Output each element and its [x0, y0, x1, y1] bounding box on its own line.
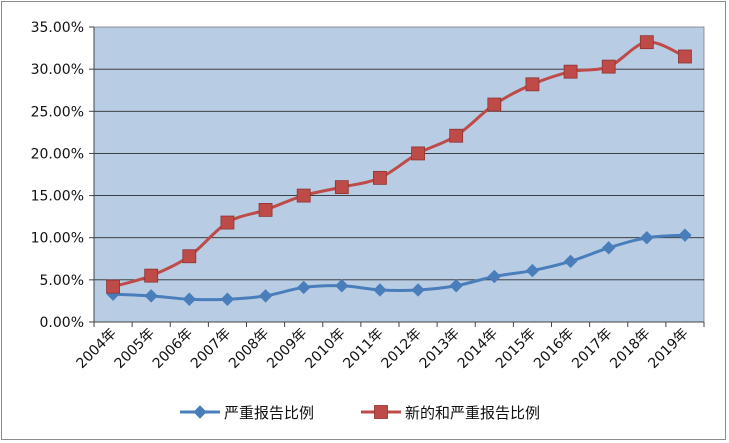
- data-point: [487, 97, 502, 112]
- data-point: [106, 279, 120, 294]
- data-point: [411, 283, 425, 297]
- data-point: [258, 289, 273, 303]
- legend: 严重报告比例 新的和严重报告比例: [180, 404, 540, 422]
- series-layer: [106, 35, 692, 306]
- series-line: [112, 233, 686, 302]
- x-tick-label: 2016年: [531, 326, 577, 372]
- data-point: [487, 269, 502, 284]
- x-tick-label: 2007年: [188, 326, 234, 372]
- data-point: [220, 292, 235, 306]
- data-point: [601, 241, 616, 255]
- data-point: [296, 188, 311, 203]
- data-point: [525, 77, 540, 92]
- data-point: [334, 180, 349, 195]
- legend-label: 新的和严重报告比例: [405, 404, 540, 422]
- y-tick-label: 5.00%: [40, 273, 84, 289]
- y-tick-label: 10.00%: [31, 231, 84, 247]
- x-tick-label: 2006年: [150, 326, 196, 372]
- legend-item-0: 严重报告比例: [180, 404, 314, 422]
- y-tick-label: 15.00%: [31, 189, 84, 205]
- x-tick-label: 2018年: [607, 326, 653, 372]
- x-tick-label: 2013年: [417, 326, 463, 372]
- legend-item-1: 新的和严重报告比例: [361, 404, 540, 422]
- x-tick-label: 2017年: [569, 326, 615, 372]
- data-point: [449, 128, 464, 143]
- x-tick-label: 2010年: [302, 326, 348, 372]
- legend-label: 严重报告比例: [224, 404, 314, 422]
- x-tick-label: 2004年: [73, 326, 119, 372]
- y-tick-label: 25.00%: [31, 104, 84, 120]
- data-point: [373, 170, 387, 185]
- data-point: [411, 146, 425, 161]
- y-tick-label: 0.00%: [40, 315, 84, 331]
- x-tick-label: 2019年: [645, 326, 691, 372]
- data-point: [639, 35, 654, 50]
- x-tick-label: 2005年: [112, 326, 158, 372]
- series-1: [106, 35, 692, 294]
- data-point: [563, 64, 578, 79]
- x-tick-label: 2014年: [455, 326, 501, 372]
- x-tick-label: 2008年: [226, 326, 272, 372]
- plot-area: [93, 26, 705, 323]
- legend-marker: [193, 405, 207, 419]
- series-line: [112, 40, 686, 289]
- data-point: [144, 268, 159, 283]
- data-point: [678, 49, 692, 64]
- data-point: [220, 215, 235, 230]
- plot-background: [93, 26, 705, 323]
- data-point: [563, 254, 578, 269]
- x-tick-label: 2011年: [340, 326, 386, 372]
- x-tick-label: 2009年: [264, 326, 310, 372]
- y-tick-label: 20.00%: [31, 146, 84, 162]
- data-point: [258, 202, 273, 217]
- data-point: [182, 292, 197, 306]
- y-tick-label: 35.00%: [31, 20, 84, 36]
- x-tick-label: 2015年: [493, 326, 539, 372]
- data-point: [640, 231, 654, 245]
- data-point: [373, 283, 387, 297]
- data-point: [678, 228, 692, 242]
- legend-marker: [374, 405, 388, 419]
- data-point: [601, 59, 616, 74]
- data-point: [525, 263, 540, 278]
- data-point: [449, 279, 463, 293]
- data-point: [182, 249, 197, 264]
- x-tick-label: 2012年: [378, 326, 424, 372]
- data-point: [335, 279, 349, 293]
- series-0: [106, 228, 692, 306]
- data-point: [296, 280, 311, 295]
- y-tick-label: 30.00%: [31, 62, 84, 78]
- data-point: [144, 289, 158, 303]
